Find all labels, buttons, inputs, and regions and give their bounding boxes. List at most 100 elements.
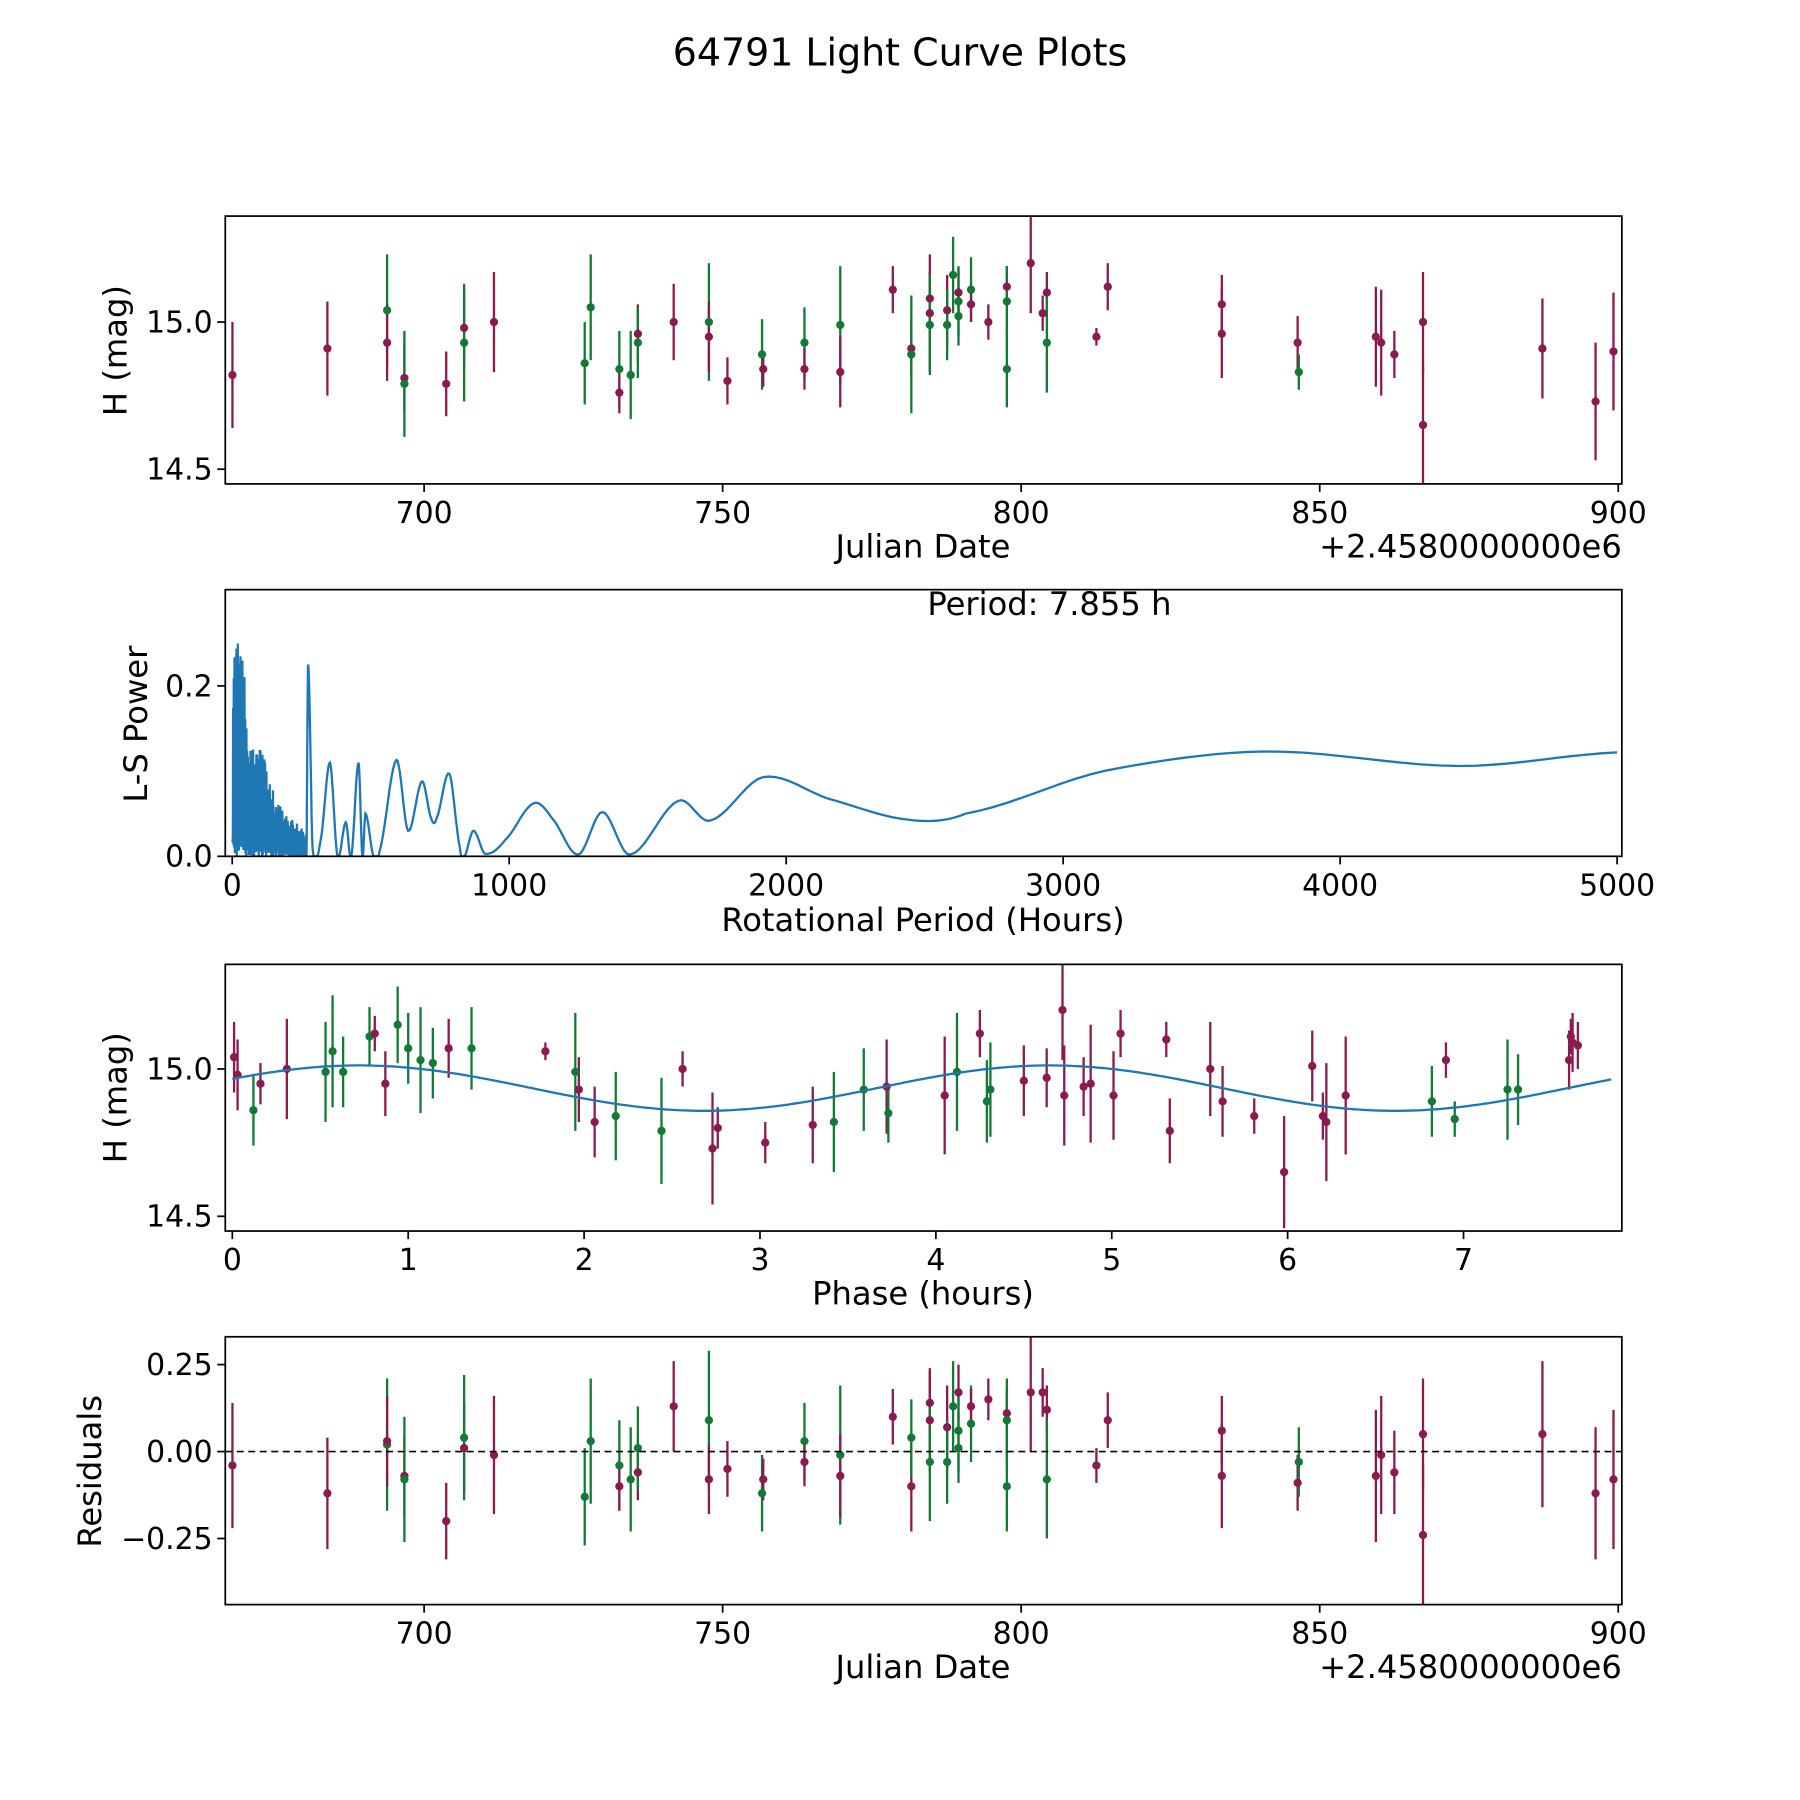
data-point (954, 1426, 963, 1435)
data-point (580, 359, 589, 368)
data-point (884, 1109, 893, 1118)
data-point (489, 1450, 499, 1460)
data-point (713, 1123, 722, 1133)
data-point (1513, 1085, 1523, 1094)
data-point (459, 1443, 469, 1453)
light-curve-ytick-label: 15.0 (146, 305, 213, 340)
data-point (948, 1402, 958, 1411)
data-point (1092, 332, 1101, 341)
data-point (381, 1079, 390, 1088)
data-point (678, 1064, 687, 1074)
data-point (1371, 1471, 1380, 1481)
data-point (1042, 1405, 1051, 1414)
data-point (948, 270, 958, 280)
phase-folded-plot-area (229, 964, 1612, 1229)
data-point (1217, 300, 1226, 309)
data-point (338, 1067, 348, 1077)
data-point (1109, 1091, 1118, 1100)
data-point (571, 1067, 580, 1077)
phase-xlabel: Phase (hours) (812, 1275, 1034, 1313)
data-point (1086, 1079, 1095, 1088)
phase-folded-frame (224, 963, 1623, 1232)
data-point (984, 1395, 993, 1404)
data-point (954, 1443, 963, 1453)
phase-folded-xtick-label: 5 (1102, 1243, 1121, 1278)
data-point (1418, 1530, 1428, 1540)
data-point (1206, 1064, 1215, 1074)
phase-folded-xtick-label: 7 (1454, 1243, 1473, 1278)
data-point (984, 317, 993, 327)
data-point (1217, 1426, 1226, 1435)
data-point (1538, 1430, 1547, 1439)
periodogram-xlabel: Rotational Period (Hours) (721, 901, 1124, 939)
data-point (1308, 1061, 1317, 1071)
data-point (382, 338, 392, 347)
data-point (1103, 282, 1112, 291)
figure-title: 64791 Light Curve Plots (673, 31, 1128, 75)
data-point (1390, 350, 1399, 359)
data-point (416, 1055, 425, 1065)
data-point (444, 1044, 453, 1053)
data-point (836, 1450, 845, 1460)
residuals-xtick-label: 900 (1590, 1617, 1647, 1652)
data-point (907, 1433, 916, 1442)
data-point (943, 320, 952, 330)
data-point (249, 1106, 258, 1115)
data-point (1609, 347, 1618, 356)
data-point (323, 344, 332, 353)
data-point (1503, 1085, 1512, 1094)
residuals-xtick-label: 800 (993, 1617, 1050, 1652)
data-point (1116, 1029, 1125, 1038)
data-point (1294, 367, 1303, 377)
periodogram-xtick-label: 1000 (471, 868, 547, 903)
data-point (442, 1516, 451, 1526)
residuals-frame (224, 1335, 1623, 1606)
data-point (1042, 338, 1051, 347)
periodogram-ytick-label: 0.0 (165, 840, 213, 875)
data-point (615, 1461, 624, 1470)
data-point (657, 1126, 666, 1135)
data-point (1217, 1471, 1226, 1481)
data-point (943, 306, 952, 315)
data-point (370, 1029, 379, 1038)
data-point (723, 1464, 732, 1474)
data-point (393, 1020, 402, 1029)
light-curve-frame (224, 215, 1623, 485)
data-point (1591, 397, 1600, 406)
data-point (954, 288, 963, 297)
data-point (966, 285, 976, 294)
data-point (1418, 1430, 1428, 1439)
data-point (800, 364, 809, 374)
data-point (459, 1433, 469, 1442)
data-point (1293, 1478, 1302, 1488)
residuals-ytick-label: −0.25 (121, 1522, 213, 1557)
data-point (228, 370, 237, 380)
periodogram-frame (224, 588, 1623, 858)
data-point (836, 1471, 845, 1481)
data-point (1341, 1091, 1350, 1100)
data-point (328, 1047, 337, 1056)
data-point (626, 1475, 635, 1484)
data-point (1002, 1416, 1011, 1425)
data-point (943, 1457, 952, 1467)
data-point (704, 317, 714, 327)
periodogram-line (231, 643, 1618, 857)
data-point (1322, 1117, 1331, 1127)
data-point (442, 379, 451, 388)
data-point (1002, 282, 1011, 291)
data-point (633, 329, 643, 338)
data-point (925, 1398, 934, 1408)
data-point (611, 1111, 620, 1121)
data-point (954, 1388, 963, 1397)
data-point (1293, 338, 1302, 347)
data-point (704, 1416, 714, 1425)
data-point (966, 1402, 976, 1411)
data-point (323, 1489, 332, 1498)
residuals-offset-text: +2.4580000000e6 (1319, 1648, 1622, 1686)
data-point (633, 1443, 643, 1453)
data-point (404, 1044, 413, 1053)
data-point (590, 1117, 599, 1127)
data-point (541, 1047, 550, 1056)
data-point (1002, 1409, 1011, 1418)
data-point (800, 338, 809, 347)
